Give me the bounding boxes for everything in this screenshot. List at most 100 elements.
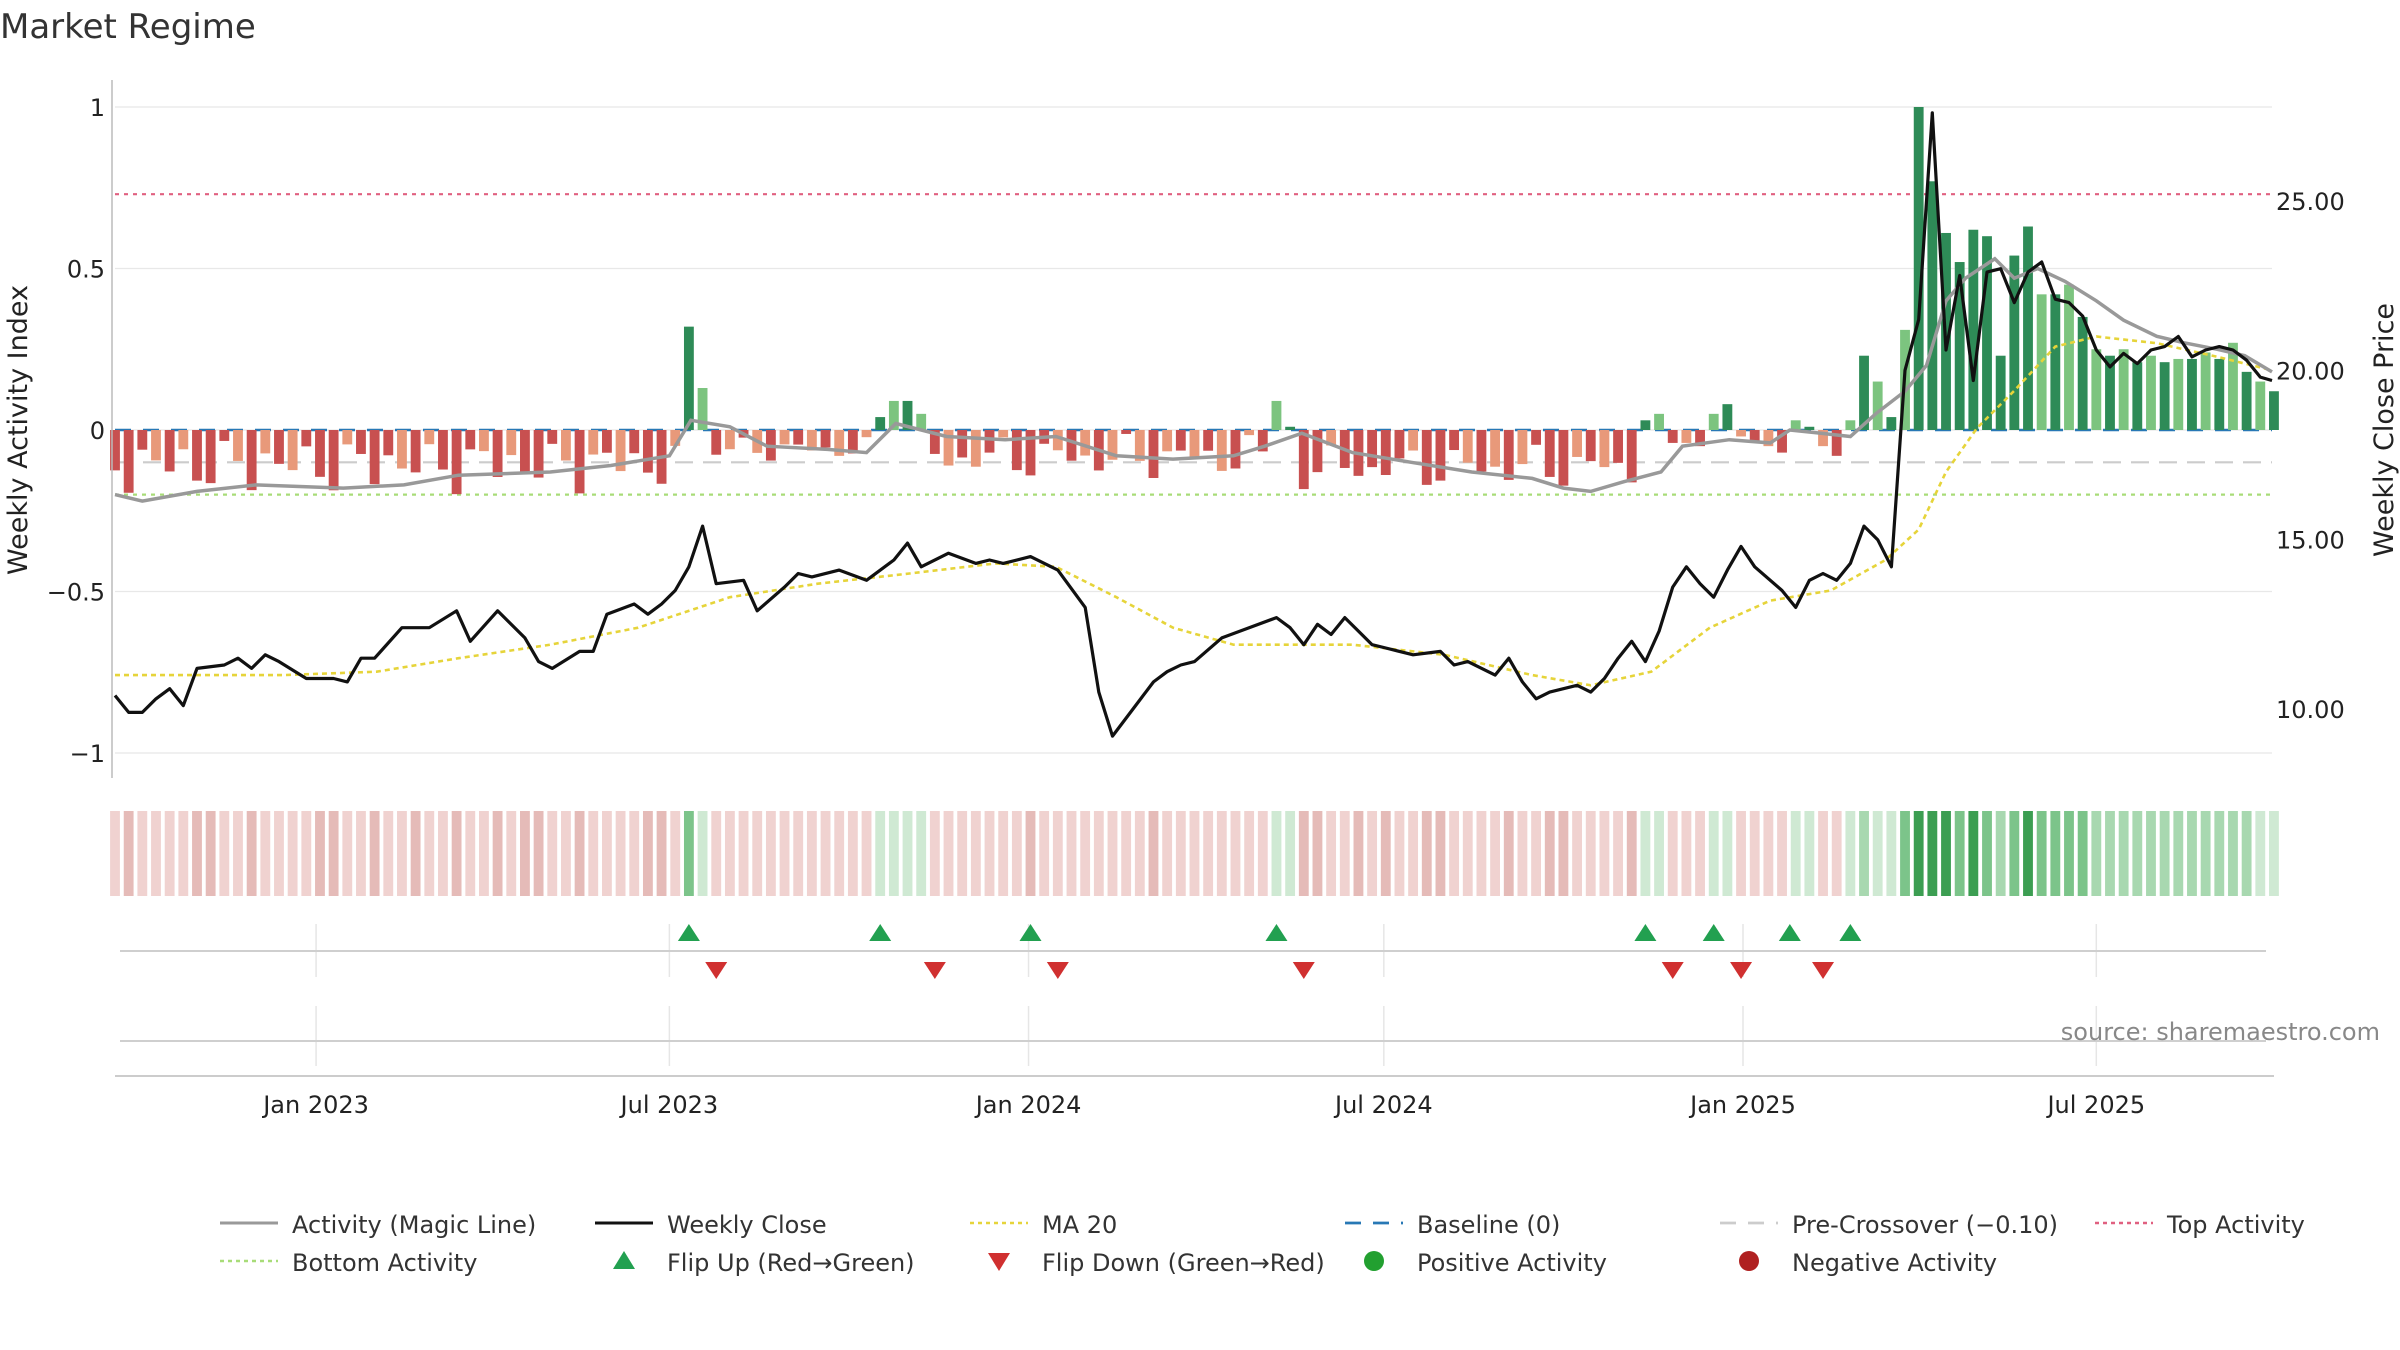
x-tick-label: Jul 2024 [1333, 1091, 1433, 1119]
regime-strip-cell [342, 811, 353, 896]
regime-strip-cell [711, 811, 722, 896]
regime-strip-cell [1380, 811, 1391, 896]
activity-bar [875, 417, 886, 430]
activity-bar [1230, 430, 1241, 469]
regime-strip-cell [2173, 811, 2184, 896]
activity-bar [970, 430, 981, 467]
regime-strip-cell [274, 811, 284, 896]
regime-strip-cell [1216, 811, 1227, 896]
regime-strip-cell [1230, 811, 1241, 896]
activity-bar [1148, 430, 1159, 478]
regime-strip-cell [410, 811, 421, 896]
activity-bar [1995, 355, 2006, 430]
activity-bar [342, 430, 353, 445]
legend-label: Negative Activity [1792, 1249, 1997, 1277]
activity-magic-line [114, 256, 2273, 503]
regime-strip-cell [1708, 811, 1719, 896]
activity-bar [178, 430, 189, 450]
activity-bar [1203, 430, 1214, 451]
regime-strip-cell [1449, 811, 1460, 896]
regime-strip-cell [451, 811, 462, 896]
activity-bar [1572, 430, 1582, 457]
activity-bar [110, 430, 120, 471]
activity-bar [697, 388, 708, 430]
activity-bar [1052, 430, 1063, 451]
activity-bar [1558, 430, 1569, 486]
legend-label: Top Activity [2166, 1211, 2305, 1239]
flip-up-marker [1702, 924, 1725, 941]
y-tick-label: −0.5 [47, 579, 105, 607]
regime-strip-cell [1941, 811, 1951, 896]
regime-strip-cell [1681, 811, 1692, 896]
activity-bar [1216, 430, 1227, 471]
regime-strip-cell [1613, 811, 1623, 896]
legend-item: Top Activity [2095, 1211, 2305, 1239]
regime-strip-cell [2077, 811, 2088, 896]
activity-bar [998, 430, 1009, 438]
activity-bar [315, 430, 325, 477]
regime-strip-cell [1476, 811, 1487, 896]
flip-up-marker [677, 924, 700, 941]
regime-strip-cell [1339, 811, 1350, 896]
flip-down-marker [1661, 962, 1684, 979]
legend-item: Flip Down (Green→Red) [988, 1249, 1325, 1277]
regime-strip-cell [164, 811, 175, 896]
activity-bar [1845, 420, 1856, 430]
chart-title: Market Regime [0, 7, 256, 47]
regime-strip-cell [151, 811, 161, 896]
activity-bar [1462, 430, 1473, 463]
activity-bar [1777, 430, 1787, 453]
regime-strip-cell [1954, 811, 1965, 896]
regime-strip-cell [1654, 811, 1664, 896]
x-tick-label: Jan 2025 [1688, 1091, 1796, 1119]
regime-strip-cell [1244, 811, 1255, 896]
regime-strip-cell [998, 811, 1009, 896]
regime-strip-cell [738, 811, 749, 896]
activity-bar [1107, 430, 1118, 460]
regime-strip-cell [1312, 811, 1323, 896]
regime-strip-cell [943, 811, 954, 896]
regime-strip-cell [1749, 811, 1760, 896]
regime-strip-cell [1859, 811, 1869, 896]
regime-strip-cell [601, 811, 612, 896]
regime-strip-cell [984, 811, 995, 896]
regime-strip-cell [465, 811, 476, 896]
activity-bar [1763, 430, 1774, 447]
regime-strip-cell [1394, 811, 1405, 896]
activity-bar [1544, 430, 1555, 477]
regime-strip-cell [1066, 811, 1077, 896]
regime-strip-cell [1189, 811, 1200, 896]
regime-strip-cell [834, 811, 845, 896]
regime-strip-cell [2241, 811, 2252, 896]
x-tick-label: Jan 2023 [261, 1091, 369, 1119]
activity-bar [1476, 430, 1487, 472]
regime-strip-cell [1818, 811, 1828, 896]
activity-bar [1162, 430, 1173, 452]
x-tick-label: Jul 2023 [619, 1091, 719, 1119]
regime-strip-cell [1257, 811, 1268, 896]
regime-strip-cell [2064, 811, 2074, 896]
activity-bar [779, 430, 790, 445]
activity-bar [1886, 417, 1897, 430]
regime-strip-cell [2214, 811, 2225, 896]
regime-strip-cell [2200, 811, 2211, 896]
activity-bar [1913, 107, 1924, 430]
regime-strip-cell [246, 811, 257, 896]
activity-bar [1025, 430, 1036, 476]
activity-bar [1531, 430, 1542, 445]
regime-strip-cell [1148, 811, 1159, 896]
regime-strip-cell [1175, 811, 1186, 896]
axes: 1 0.5 0 −0.5 −1 25.00 20.00 15.00 10.00 Jan 2023 J… [47, 80, 2345, 1119]
activity-bar [2269, 391, 2279, 430]
regime-strip-cell [1695, 811, 1705, 896]
activity-bar [984, 430, 995, 453]
activity-bars [110, 107, 2279, 495]
activity-bar [711, 430, 722, 455]
activity-bar [260, 430, 271, 454]
activity-bar [547, 430, 558, 444]
activity-bar [2187, 358, 2197, 430]
activity-bar [1667, 430, 1678, 443]
regime-strip-cell [1804, 811, 1815, 896]
activity-bar [820, 430, 831, 448]
activity-bar [916, 413, 927, 430]
